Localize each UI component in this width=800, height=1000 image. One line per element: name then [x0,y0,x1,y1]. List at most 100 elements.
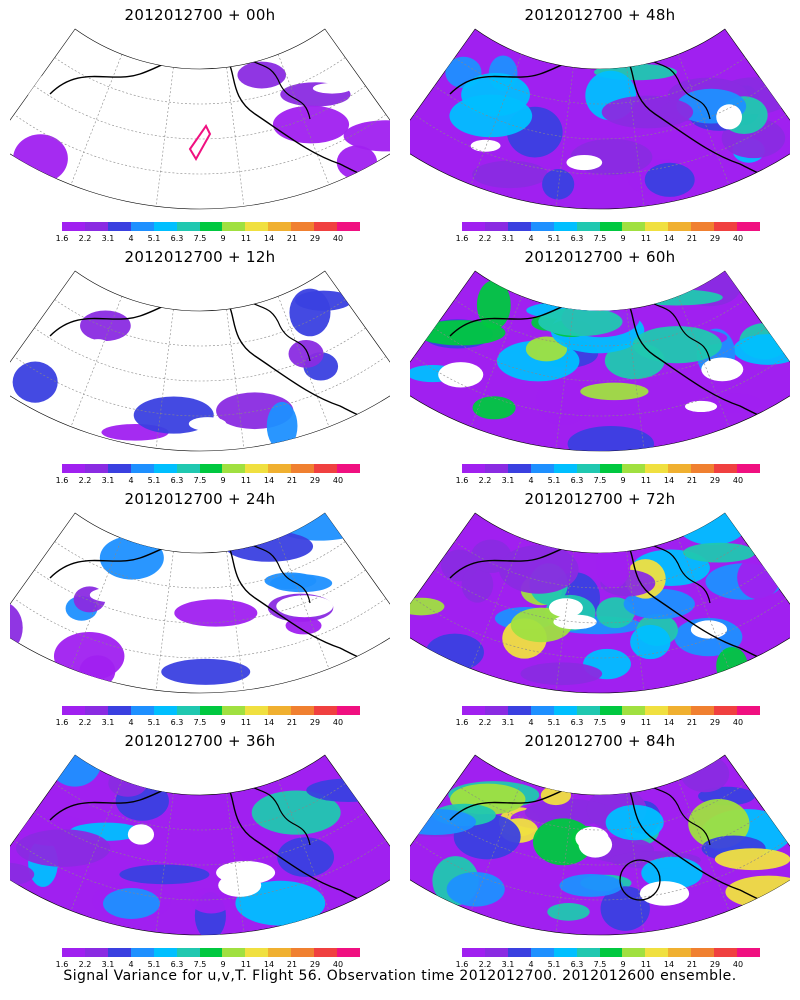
colorbar-swatch [291,464,315,473]
colorbar-swatch [737,706,760,715]
colorbar-tick-label: 2.2 [78,960,92,969]
colorbar-swatch [553,706,577,715]
colorbar-tick-label: 3.1 [501,234,515,243]
parallel-line [413,356,787,417]
variance-blob [499,545,579,594]
colorbar-tick-label: 21 [686,234,698,243]
variance-blob [264,572,317,590]
variance-blob [542,169,575,200]
colorbar-swatch [737,948,760,957]
colorbar-tick-label: 14 [663,476,675,485]
colorbar-swatch [222,222,246,231]
map-panel: 2012012700 + 84h 1.6 2.2 3.1 4 5.1 6.3 7.5 9 11 14… [400,726,800,969]
colorbar-swatch [337,222,360,231]
colorbar-tick-label: 29 [709,476,721,485]
variance-blob [285,616,322,635]
colorbar-swatch [107,948,131,957]
colorbar-swatch [599,222,623,231]
map-domain [10,28,390,210]
variance-map [10,512,390,694]
parallel-line [13,840,387,901]
colorbar-tick-label: 29 [709,234,721,243]
colorbar-tick-label: 5.1 [547,234,561,243]
colorbar-tick-label: 4 [128,960,134,969]
colorbar-swatch [622,948,646,957]
parallel-line [434,811,766,866]
colorbar-swatch [291,706,315,715]
figure-caption: Signal Variance for u,v,T. Flight 56. Ob… [63,968,737,984]
colorbar-swatch [199,464,223,473]
colorbar-tick-label: 21 [686,960,698,969]
colorbar-tick-label: 4 [528,234,534,243]
colorbar-tick-label: 1.6 [455,234,469,243]
map-panel: 2012012700 + 12h 1.6 2.2 3.1 4 5.1 6.3 7.5 9 11 14… [0,242,400,485]
variance-blob [547,903,590,921]
colorbar-swatch [462,706,485,715]
colorbar-swatch [62,706,85,715]
colorbar-swatch [84,948,108,957]
colorbar-tick-label: 29 [309,234,321,243]
low-variance-area [716,104,742,130]
coastline [49,776,390,905]
colorbar-swatch [622,464,646,473]
colorbar-labels: 1.6 2.2 3.1 4 5.1 6.3 7.5 9 11 14 21 29 40 [50,960,362,972]
colorbar-tick-label: 5.1 [547,718,561,727]
colorbar-swatch [268,706,292,715]
colorbar-tick-label: 6.3 [570,476,584,485]
panel-title: 2012012700 + 60h [524,248,676,266]
colorbar-swatch [291,222,315,231]
low-variance-area [89,587,135,603]
colorbar-tick-label: 29 [709,960,721,969]
colorbar-swatch [507,464,531,473]
colorbar-swatch [714,948,738,957]
panel-title: 2012012700 + 84h [524,732,676,750]
colorbar-swatch [130,948,154,957]
variance-blob [714,848,790,871]
parallel-line [413,840,787,901]
colorbar-swatch [530,222,554,231]
colorbar-tick-label: 1.6 [455,476,469,485]
panel-title: 2012012700 + 36h [124,732,276,750]
colorbar-tick-label: 1.6 [55,476,69,485]
colorbar-tick-label: 21 [286,476,298,485]
colorbar-tick-label: 5.1 [547,960,561,969]
colorbar-swatch [199,222,223,231]
colorbar-swatch [291,948,315,957]
colorbar-tick-label: 14 [663,718,675,727]
colorbar-swatch [176,464,200,473]
colorbar-swatch [176,948,200,957]
colorbar-tick-label: 5.1 [147,718,161,727]
low-variance-area [85,339,111,356]
colorbar-tick-label: 29 [709,718,721,727]
colorbar-tick-label: 7.5 [593,718,607,727]
colorbar-tick-label: 9 [220,718,226,727]
colorbar-tick-label: 9 [620,960,626,969]
colorbar-tick-label: 7.5 [593,960,607,969]
variance-blob [103,888,160,919]
colorbar-swatch [691,222,715,231]
colorbar [462,706,760,715]
parallel-line [34,569,366,624]
colorbar-swatch [153,464,177,473]
colorbar-swatch [337,706,360,715]
variance-blob [48,754,102,787]
colorbar-tick-label: 6.3 [170,960,184,969]
colorbar [462,948,760,957]
colorbar-swatch [576,464,600,473]
colorbar-swatch [153,222,177,231]
colorbar-tick-label: 21 [286,718,298,727]
colorbar-tick-label: 1.6 [55,234,69,243]
colorbar-swatch [62,464,85,473]
colorbar-labels: 1.6 2.2 3.1 4 5.1 6.3 7.5 9 11 14 21 29 40 [450,234,762,246]
observation-circle [619,859,661,901]
colorbar-swatch [268,948,292,957]
colorbar-tick-label: 3.1 [101,476,115,485]
variance-blob [80,310,131,342]
parallel-line [34,85,366,140]
colorbar-swatch [222,706,246,715]
colorbar-swatch [645,464,669,473]
variance-blob [461,566,494,603]
colorbar-labels: 1.6 2.2 3.1 4 5.1 6.3 7.5 9 11 14 21 29 40 [450,476,762,488]
colorbar-tick-label: 40 [332,718,344,727]
colorbar-tick-label: 3.1 [501,476,515,485]
